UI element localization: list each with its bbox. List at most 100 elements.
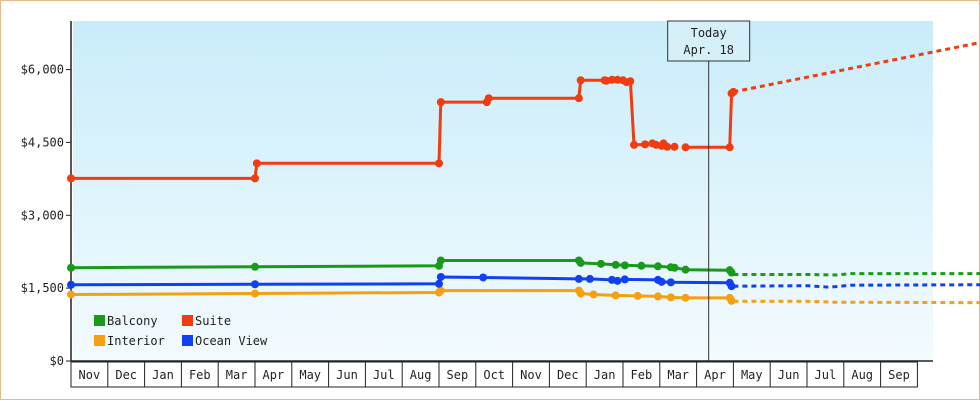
data-point[interactable] — [729, 87, 738, 96]
data-point[interactable] — [653, 262, 662, 271]
x-tick-label: Jan — [594, 368, 616, 382]
x-tick-label: Nov — [520, 368, 542, 382]
x-tick-label: Aug — [410, 368, 432, 382]
data-point[interactable] — [574, 274, 583, 283]
forecast-line — [733, 283, 980, 289]
data-point[interactable] — [641, 140, 650, 149]
data-point[interactable] — [435, 279, 443, 288]
data-point[interactable] — [613, 276, 622, 285]
legend-item-balcony[interactable]: Balcony — [94, 314, 158, 328]
y-tick-label: $6,000 — [21, 63, 64, 77]
x-tick-label: Oct — [483, 368, 505, 382]
data-point[interactable] — [435, 159, 443, 168]
data-point[interactable] — [666, 293, 675, 302]
forecast-line — [733, 41, 980, 94]
data-point[interactable] — [436, 256, 445, 265]
data-point[interactable] — [663, 142, 672, 151]
data-point[interactable] — [607, 75, 616, 84]
data-point[interactable] — [633, 291, 642, 300]
data-point[interactable] — [657, 277, 666, 286]
data-point[interactable] — [611, 291, 620, 300]
legend-label: Ocean View — [195, 334, 268, 348]
x-tick-label: Aug — [851, 368, 873, 382]
data-point[interactable] — [630, 140, 639, 149]
data-point[interactable] — [620, 261, 629, 270]
legend-swatch — [182, 335, 193, 346]
legend-swatch — [182, 315, 193, 326]
data-point[interactable] — [681, 143, 690, 152]
data-point[interactable] — [576, 76, 585, 85]
data-point[interactable] — [576, 258, 585, 267]
data-point[interactable] — [251, 280, 259, 289]
data-point[interactable] — [585, 274, 594, 283]
y-tick-label: $3,000 — [21, 208, 64, 222]
data-point[interactable] — [576, 289, 585, 298]
x-tick-label: Sep — [447, 368, 469, 382]
legend-label: Interior — [107, 334, 165, 348]
x-tick-label: Jun — [336, 368, 358, 382]
data-point[interactable] — [666, 278, 675, 287]
data-point[interactable] — [589, 290, 598, 299]
data-point[interactable] — [484, 94, 493, 103]
data-point[interactable] — [626, 77, 635, 86]
legend-swatch — [94, 315, 105, 326]
data-point[interactable] — [670, 142, 679, 151]
data-point[interactable] — [67, 280, 75, 289]
data-point[interactable] — [681, 265, 690, 274]
x-tick-label: Jul — [815, 368, 837, 382]
data-point[interactable] — [67, 263, 75, 272]
data-point[interactable] — [653, 292, 662, 301]
forecast-line — [733, 299, 980, 305]
x-tick-label: May — [299, 368, 321, 382]
legend-item-suite[interactable]: Suite — [182, 314, 231, 328]
y-tick-label: $4,500 — [21, 135, 64, 149]
x-tick-label: Jan — [152, 368, 174, 382]
legend-label: Balcony — [107, 314, 158, 328]
data-point[interactable] — [596, 259, 605, 268]
data-point[interactable] — [251, 262, 259, 271]
data-point[interactable] — [620, 275, 629, 284]
plot-area — [73, 21, 933, 361]
data-point[interactable] — [670, 263, 679, 272]
x-tick-label: Dec — [557, 368, 579, 382]
today-date: Apr. 18 — [683, 43, 734, 57]
data-point[interactable] — [479, 273, 488, 282]
legend-item-ocean-view[interactable]: Ocean View — [182, 334, 268, 348]
y-tick-label: $0 — [50, 354, 64, 368]
data-point[interactable] — [681, 293, 690, 302]
data-point[interactable] — [727, 282, 736, 291]
data-point[interactable] — [725, 143, 734, 152]
y-tick-label: $1,500 — [21, 281, 64, 295]
x-tick-label: Mar — [667, 368, 689, 382]
x-tick-label: Nov — [79, 368, 101, 382]
today-box — [667, 20, 751, 62]
data-point[interactable] — [436, 98, 445, 107]
data-point[interactable] — [637, 261, 646, 270]
data-point[interactable] — [251, 289, 259, 298]
x-tick-label: Mar — [226, 368, 248, 382]
data-point[interactable] — [436, 286, 445, 295]
x-tick-label: Apr — [704, 368, 726, 382]
data-point[interactable] — [252, 159, 261, 168]
x-tick-label: Dec — [115, 368, 137, 382]
legend-item-interior[interactable]: Interior — [94, 334, 165, 348]
x-axis: Nov Dec Jan Feb Mar Apr May Jun Jul Aug Sep Oct Nov D… — [70, 360, 933, 388]
data-point[interactable] — [611, 260, 620, 269]
series-suite — [67, 41, 980, 183]
data-point[interactable] — [67, 290, 75, 299]
forecast-line — [733, 272, 980, 277]
y-axis: $0 $1,500 $3,000 $4,500 $6,000 — [21, 21, 72, 368]
legend: Balcony Suite Interior Ocean View — [94, 314, 268, 348]
series-ocean-view — [67, 272, 980, 291]
x-tick-label: Jun — [778, 368, 800, 382]
data-point[interactable] — [67, 174, 75, 183]
data-point[interactable] — [251, 174, 259, 183]
today-marker: Today Apr. 18 — [667, 20, 751, 361]
data-point[interactable] — [574, 94, 583, 103]
series-balcony — [67, 256, 980, 277]
series-layer — [67, 41, 980, 305]
x-tick-label: Feb — [631, 368, 653, 382]
data-point[interactable] — [436, 272, 445, 281]
